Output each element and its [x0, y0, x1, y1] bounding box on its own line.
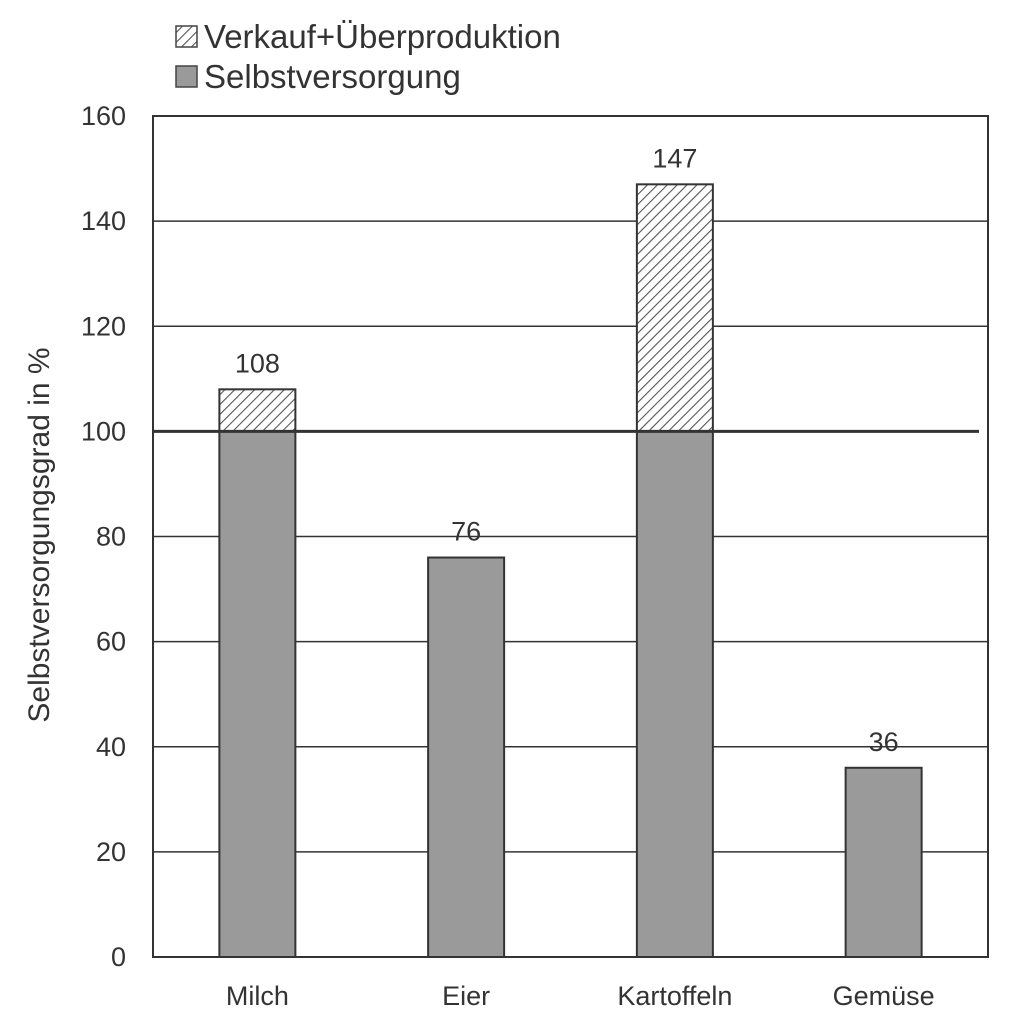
- axes: [152, 115, 989, 958]
- y-tick-label: 80: [96, 522, 126, 552]
- legend-swatch-hatched: [175, 25, 198, 48]
- bar-selbstversorgung: [427, 556, 506, 959]
- x-tick-label: Gemüse: [833, 981, 935, 1011]
- y-tick-label: 40: [96, 732, 126, 762]
- bar-selbstversorgung: [218, 430, 297, 958]
- x-tick-label: Eier: [442, 981, 490, 1011]
- bar-selbstversorgung: [844, 766, 923, 959]
- plot-frame: [152, 115, 989, 958]
- legend: Verkauf+Überproduktion Selbstversorgung: [175, 18, 561, 95]
- y-tick-label: 100: [81, 416, 126, 446]
- legend-label-selbstversorgung: Selbstversorgung: [204, 58, 461, 95]
- x-tick-label: Milch: [226, 981, 289, 1011]
- y-tick-label: 20: [96, 837, 126, 867]
- y-axis-title: Selbstversorgungsgrad in %: [23, 347, 56, 722]
- x-tick-label: Kartoffeln: [617, 981, 732, 1011]
- y-tick-label: 120: [81, 311, 126, 341]
- y-tick-label: 140: [81, 206, 126, 236]
- bar-verkauf-ueberproduktion: [218, 388, 297, 433]
- legend-swatch-solid: [175, 65, 198, 88]
- data-label: 36: [869, 727, 899, 757]
- y-tick-label: 60: [96, 627, 126, 657]
- labels: 0 20 40 60 80 100 120 140 160 108 Milch 76 Eier 147 Ka…: [81, 101, 935, 1011]
- data-label: 108: [235, 348, 280, 378]
- data-label: 147: [652, 143, 697, 173]
- data-label: 76: [451, 517, 481, 547]
- bar-verkauf-ueberproduktion: [635, 183, 714, 433]
- bars: [218, 183, 923, 959]
- y-tick-label: 160: [81, 101, 126, 131]
- legend-label-verkauf: Verkauf+Überproduktion: [204, 18, 561, 55]
- y-tick-label: 0: [111, 942, 126, 972]
- bar-selbstversorgung: [635, 430, 714, 958]
